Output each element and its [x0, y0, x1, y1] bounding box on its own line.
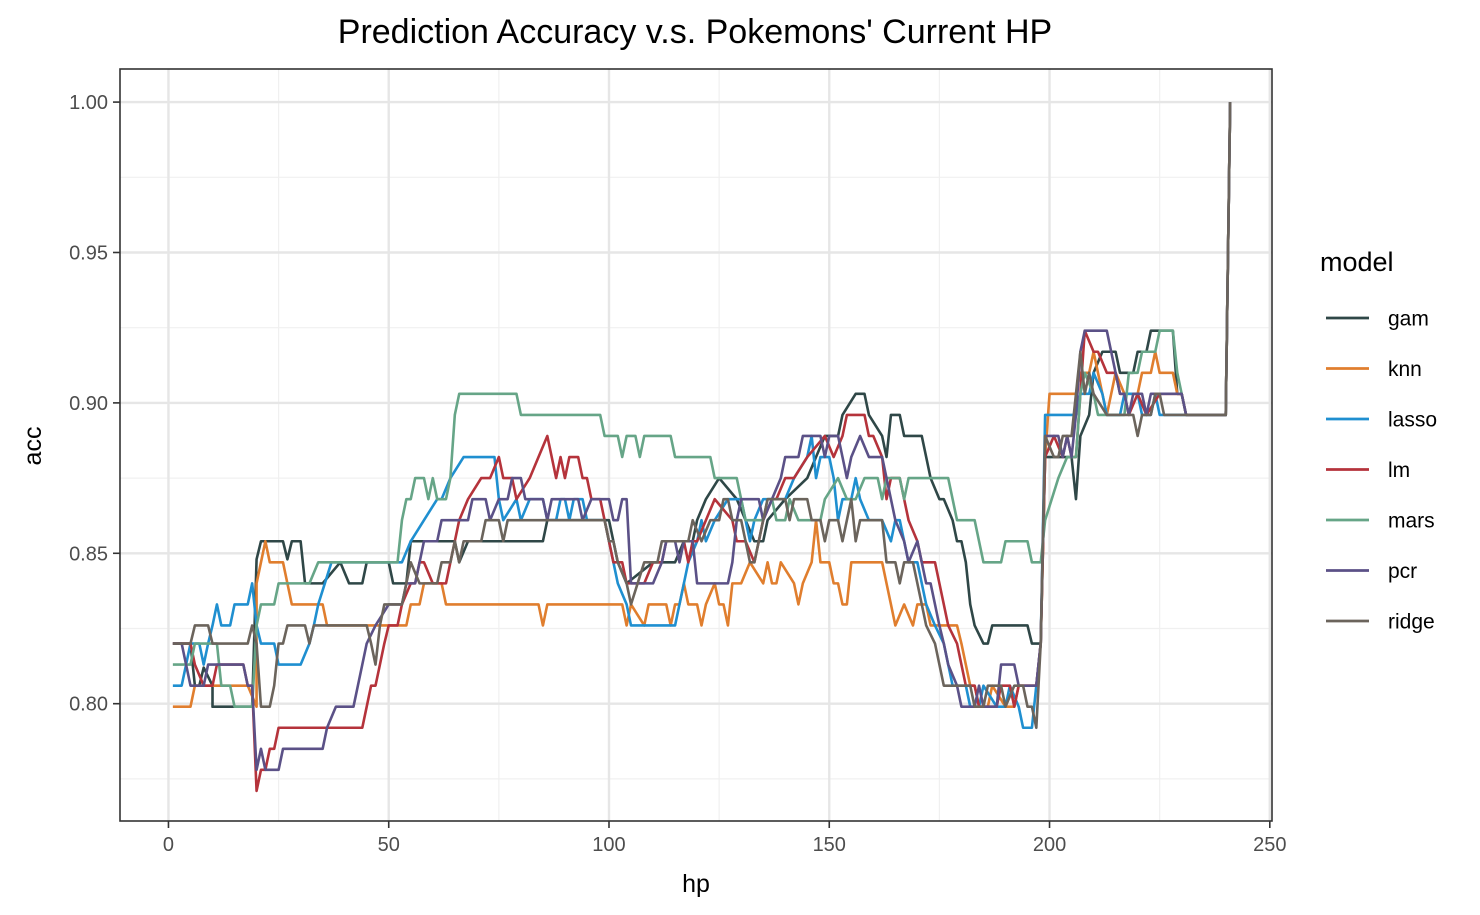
- minor-gridlines: [120, 69, 1272, 821]
- y-tick-label: 0.90: [69, 393, 108, 415]
- legend-items: gam knn lasso lm mars pcr ridge: [1326, 308, 1437, 634]
- legend-item-gam: gam: [1326, 308, 1429, 331]
- legend-item-ridge: ridge: [1326, 611, 1435, 634]
- legend-label: lasso: [1388, 409, 1437, 432]
- legend-label: gam: [1388, 308, 1429, 331]
- legend-label: mars: [1388, 510, 1435, 533]
- series-line-lasso: [172, 102, 1232, 730]
- x-axis-title: hp: [682, 870, 710, 898]
- y-tick-label: 0.95: [69, 242, 108, 264]
- y-axis: 0.80 0.85 0.90 0.95 1.00: [69, 92, 120, 716]
- legend-item-knn: knn: [1326, 358, 1422, 381]
- plot-border: [119, 68, 1273, 822]
- legend-item-lasso: lasso: [1326, 409, 1437, 432]
- series-line-gam: [172, 102, 1232, 708]
- y-axis-title: acc: [19, 427, 47, 466]
- x-tick-label: 100: [592, 834, 625, 856]
- legend-label: ridge: [1388, 611, 1435, 634]
- series-line-ridge: [172, 102, 1232, 730]
- legend-title: model: [1320, 247, 1394, 277]
- chart-title: Prediction Accuracy v.s. Pokemons' Curre…: [338, 13, 1052, 51]
- y-tick-label: 1.00: [69, 92, 108, 114]
- legend-label: lm: [1388, 459, 1410, 482]
- plot-area: [119, 68, 1273, 822]
- legend-item-mars: mars: [1326, 510, 1435, 533]
- legend-item-pcr: pcr: [1326, 560, 1417, 583]
- plot-background: [120, 69, 1272, 821]
- y-tick-label: 0.80: [69, 694, 108, 716]
- data-series: [172, 102, 1232, 793]
- x-tick-label: 250: [1253, 834, 1286, 856]
- series-line-pcr: [172, 102, 1232, 772]
- legend-label: knn: [1388, 358, 1422, 381]
- x-tick-label: 0: [163, 834, 174, 856]
- y-tick-label: 0.85: [69, 543, 108, 565]
- legend-label: pcr: [1388, 560, 1417, 583]
- x-tick-label: 150: [813, 834, 846, 856]
- x-axis: 0 50 100 150 200 250: [163, 821, 1286, 856]
- x-tick-label: 50: [378, 834, 400, 856]
- legend-item-lm: lm: [1326, 459, 1410, 482]
- legend: model gam knn lasso lm mars pcr ridge: [1320, 247, 1437, 634]
- x-tick-label: 200: [1033, 834, 1066, 856]
